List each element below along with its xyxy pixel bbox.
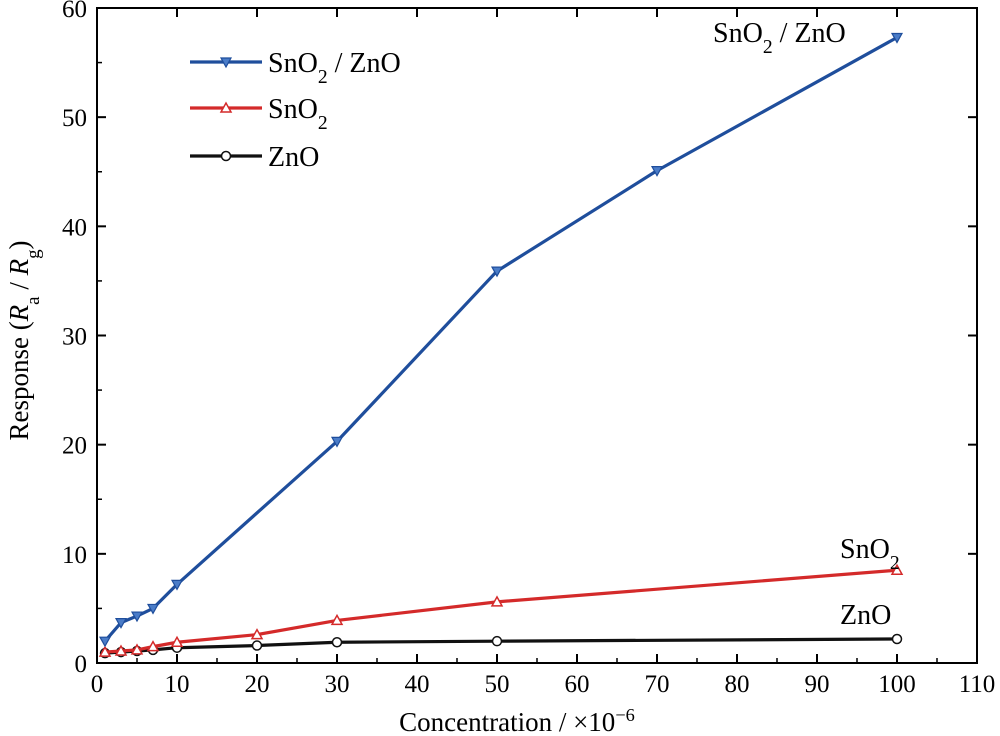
data-point-marker <box>330 613 344 626</box>
axes: 0 10 20 30 40 50 60 70 80 90 100 110 0 10 20 30 40 50 60 Co… <box>4 0 995 736</box>
series-line <box>103 36 898 643</box>
y-tick-label: 20 <box>62 433 87 460</box>
data-point-marker <box>219 57 233 69</box>
data-point-marker <box>114 618 128 629</box>
y-tick-label: 10 <box>62 542 87 569</box>
legend-label: SnO2 / ZnO <box>268 48 401 88</box>
data-point-marker <box>130 643 144 655</box>
data-point-marker <box>170 635 184 648</box>
data-point-marker <box>251 640 263 651</box>
x-tick-label: 20 <box>245 671 270 698</box>
data-point-marker <box>220 150 232 162</box>
data-point-marker <box>330 436 344 448</box>
data-point-marker <box>170 579 184 591</box>
legend: SnO2 / ZnO SnO2 ZnO <box>190 48 401 173</box>
x-tick-label: 30 <box>325 671 350 698</box>
x-tick-label: 60 <box>565 671 590 698</box>
y-axis-title: Response (Ra / Rg) <box>4 240 44 440</box>
data-point-marker <box>491 635 503 647</box>
x-tick-label: 80 <box>725 671 750 698</box>
data-point-marker <box>146 640 160 652</box>
series-sno2-zno <box>98 32 904 648</box>
series-end-label: SnO2 / ZnO <box>713 18 846 58</box>
end-labels: SnO2 / ZnO SnO2 ZnO <box>713 18 900 631</box>
y-tick-label: 30 <box>62 324 87 351</box>
data-point-marker <box>219 101 233 113</box>
data-point-marker <box>114 644 128 656</box>
x-tick-label: 70 <box>645 671 670 698</box>
data-point-marker <box>146 603 160 615</box>
data-point-marker <box>250 628 264 640</box>
y-tick-label: 40 <box>62 214 87 241</box>
x-tick-label: 40 <box>405 671 430 698</box>
x-tick-label: 0 <box>91 671 104 698</box>
data-point-marker <box>331 637 343 648</box>
x-tick-label: 110 <box>959 671 996 698</box>
series-end-label: SnO2 <box>840 534 900 574</box>
x-tick-label: 50 <box>485 671 510 698</box>
x-axis-title: Concentration / ×10−6 <box>399 705 635 736</box>
data-point-marker <box>890 32 904 44</box>
legend-label: ZnO <box>268 142 319 173</box>
y-tick-label: 0 <box>75 651 88 678</box>
series-end-label: ZnO <box>840 600 891 631</box>
data-point-marker <box>130 611 144 623</box>
data-point-marker <box>490 266 504 278</box>
series-lines <box>98 32 904 659</box>
y-tick-label: 60 <box>62 0 87 23</box>
data-point-marker <box>98 645 112 657</box>
x-tick-label: 10 <box>165 671 190 698</box>
series-sno2 <box>98 563 904 657</box>
x-tick-label: 90 <box>805 671 830 698</box>
data-point-marker <box>890 563 904 575</box>
data-point-marker <box>891 633 903 645</box>
data-point-marker <box>490 595 504 607</box>
data-point-marker <box>650 166 664 177</box>
x-tick-label: 100 <box>878 671 916 698</box>
y-tick-label: 50 <box>62 105 87 132</box>
data-point-marker <box>98 636 112 648</box>
legend-label: SnO2 <box>268 94 328 134</box>
